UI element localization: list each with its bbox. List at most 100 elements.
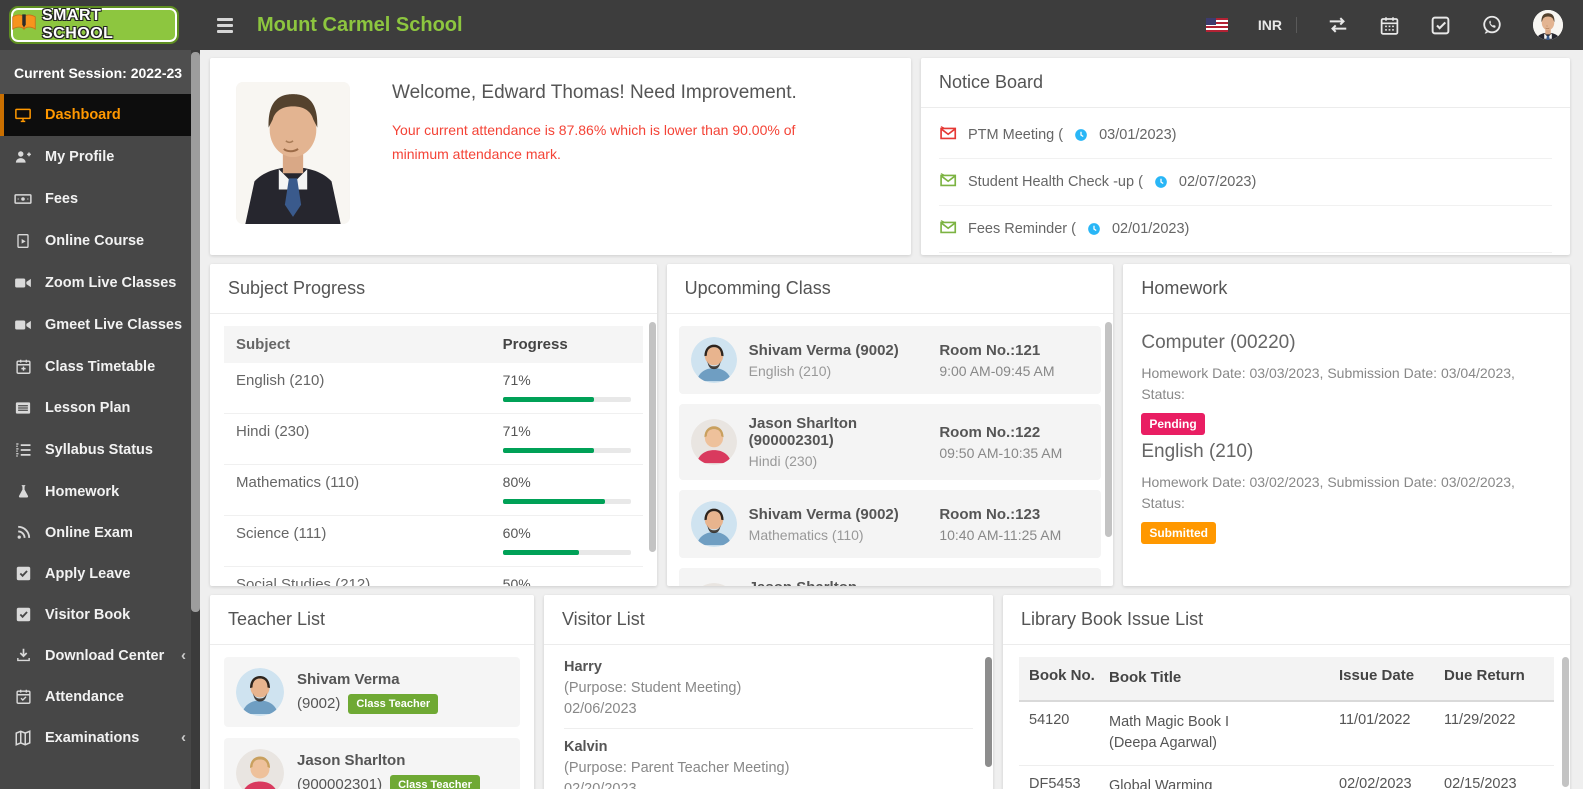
class-time: 09:50 AM-10:35 AM — [939, 444, 1063, 461]
column-header-issue-date: Issue Date — [1339, 667, 1415, 684]
currency-selector[interactable]: INR — [1258, 17, 1297, 33]
app-logo[interactable]: SMART SCHOOL — [9, 6, 179, 44]
teacher-avatar — [236, 668, 284, 716]
progress-bar — [502, 397, 594, 402]
teacher-name: Jason Sharlton (900002301) — [749, 579, 928, 586]
clock-icon — [1154, 175, 1168, 189]
notice-item[interactable]: PTM Meeting (03/01/2023) — [939, 112, 1552, 159]
sidebar-item-dashboard[interactable]: Dashboard — [0, 94, 200, 136]
notice-item[interactable]: Student Health Check -up (02/07/2023) — [939, 159, 1552, 206]
teacher-row: Shivam Verma (9002) Class Teacher — [224, 657, 520, 727]
visitor-date: 02/06/2023 — [564, 701, 637, 717]
sidebar-item-class-timetable[interactable]: Class Timetable — [0, 346, 200, 387]
class-subject: English (210) — [748, 362, 832, 379]
teacher-name: Shivam Verma (9002) — [748, 505, 899, 523]
teacher-row: Jason Sharlton (900002301) Class Teacher — [224, 738, 520, 789]
sidebar-item-lesson-plan[interactable]: Lesson Plan — [0, 387, 200, 429]
notice-text: PTM Meeting ( — [968, 127, 1064, 143]
sidebar-item-examinations[interactable]: Examinations ‹ — [0, 717, 200, 759]
calendar-plus-icon — [14, 358, 32, 375]
calendar-icon[interactable] — [1379, 15, 1400, 36]
swap-icon[interactable] — [1327, 14, 1349, 36]
sidebar-item-zoom-live-classes[interactable]: Zoom Live Classes — [0, 262, 200, 304]
library-title: Library Book Issue List — [1003, 595, 1570, 645]
progress-percent: 71% — [502, 423, 531, 439]
sidebar-item-label: Gmeet Live Classes — [45, 317, 183, 333]
sidebar-item-download-center[interactable]: Download Center ‹ — [0, 635, 200, 676]
video-camera-icon — [14, 274, 32, 292]
chevron-left-icon: ‹ — [181, 729, 186, 746]
sidebar-item-online-exam[interactable]: Online Exam — [0, 512, 200, 553]
due-return-date: 02/15/2023 — [1444, 776, 1517, 789]
flask-icon — [14, 483, 32, 500]
teacher-avatar — [690, 583, 737, 586]
teacher-avatar — [690, 337, 737, 383]
visitor-list-title: Visitor List — [544, 595, 993, 645]
column-header-subject: Subject — [236, 336, 291, 353]
sidebar-scrollbar-thumb[interactable] — [191, 52, 200, 612]
visitor-list-card: Visitor List Harry (Purpose: Student Mee… — [544, 595, 993, 789]
sidebar-item-apply-leave[interactable]: Apply Leave — [0, 553, 200, 594]
subject-progress-row: Hindi (230) 71% — [224, 414, 643, 465]
homework-item: English (210) Homework Date: 03/02/2023,… — [1141, 441, 1552, 544]
column-header-progress: Progress — [502, 336, 568, 353]
class-teacher-badge: Class Teacher — [348, 693, 439, 714]
notice-text: Fees Reminder ( — [968, 221, 1076, 237]
visitor-date: 02/20/2023 — [564, 781, 637, 789]
teacher-avatar — [690, 501, 737, 547]
book-row: DF5453 Global Warming(Daniel) 02/02/2023… — [1019, 766, 1554, 789]
language-flag-icon[interactable] — [1205, 18, 1228, 32]
room-number: Room No.:123 — [939, 505, 1041, 523]
book-row: 54120 Math Magic Book I (Deepa Agarwal) 1… — [1019, 702, 1554, 766]
subject-name: Science (111) — [236, 525, 327, 542]
sidebar-toggle-icon[interactable] — [217, 17, 233, 33]
book-title: Global Warming — [1109, 778, 1213, 789]
sidebar-item-syllabus-status[interactable]: Syllabus Status — [0, 429, 200, 471]
sidebar-item-label: Fees — [45, 191, 79, 207]
check-square-icon — [14, 565, 32, 582]
progress-bar — [502, 499, 606, 504]
map-icon — [14, 729, 32, 747]
class-subject: Hindi (230) — [748, 453, 818, 469]
tasks-icon[interactable] — [1430, 15, 1451, 36]
notice-item[interactable]: Fees Reminder (01/30/2023) — [939, 253, 1552, 255]
notice-board-title: Notice Board — [921, 58, 1570, 108]
sidebar-item-gmeet-live-classes[interactable]: Gmeet Live Classes — [0, 304, 200, 346]
sidebar-item-label: Class Timetable — [45, 358, 156, 375]
sidebar-item-attendance[interactable]: Attendance — [0, 676, 200, 717]
upcoming-class-row: Jason Sharlton (900002301) Hindi (230) Ro… — [678, 404, 1102, 480]
top-header: SMART SCHOOL Mount Carmel School INR — [0, 0, 1583, 50]
user-avatar[interactable] — [1533, 10, 1563, 40]
visitor-purpose: (Purpose: Student Meeting) — [564, 680, 742, 696]
sidebar-item-homework[interactable]: Homework — [0, 471, 200, 512]
card-scrollbar-thumb[interactable] — [1105, 322, 1113, 537]
class-teacher-badge: Class Teacher — [390, 774, 480, 789]
money-icon — [14, 190, 32, 208]
sidebar-item-label: Syllabus Status — [45, 442, 153, 458]
whatsapp-icon[interactable] — [1481, 14, 1503, 36]
library-card: Library Book Issue List Book No. Book Ti… — [1003, 595, 1570, 789]
teacher-name: Jason Sharlton — [297, 751, 406, 769]
teacher-id: (9002) — [297, 695, 341, 712]
class-time: 10:40 AM-11:25 AM — [939, 526, 1062, 543]
main-content: Welcome, Edward Thomas! Need Improvement… — [200, 50, 1583, 789]
visitor-purpose: (Purpose: Parent Teacher Meeting) — [564, 760, 790, 776]
subject-progress-title: Subject Progress — [210, 264, 657, 314]
progress-percent: 71% — [502, 372, 531, 388]
card-scrollbar-thumb[interactable] — [985, 657, 992, 767]
progress-bar — [502, 448, 594, 453]
sidebar-item-my-profile[interactable]: My Profile — [0, 136, 200, 178]
sidebar-item-online-course[interactable]: Online Course — [0, 220, 200, 262]
card-scrollbar-thumb[interactable] — [648, 322, 656, 552]
notice-item[interactable]: Fees Reminder (02/01/2023) — [939, 206, 1552, 253]
notice-text: Student Health Check -up ( — [968, 174, 1143, 190]
sidebar-item-label: My Profile — [45, 149, 115, 165]
room-number: Room No.:121 — [939, 341, 1041, 359]
sidebar-item-visitor-book[interactable]: Visitor Book — [0, 594, 200, 635]
book-no: 54120 — [1029, 711, 1070, 728]
welcome-card: Welcome, Edward Thomas! Need Improvement… — [210, 58, 911, 255]
card-scrollbar-thumb[interactable] — [1562, 657, 1569, 787]
sidebar-item-fees[interactable]: Fees — [0, 178, 200, 220]
teacher-name: Shivam Verma (9002) — [748, 341, 899, 359]
list-ol-icon — [14, 441, 32, 459]
